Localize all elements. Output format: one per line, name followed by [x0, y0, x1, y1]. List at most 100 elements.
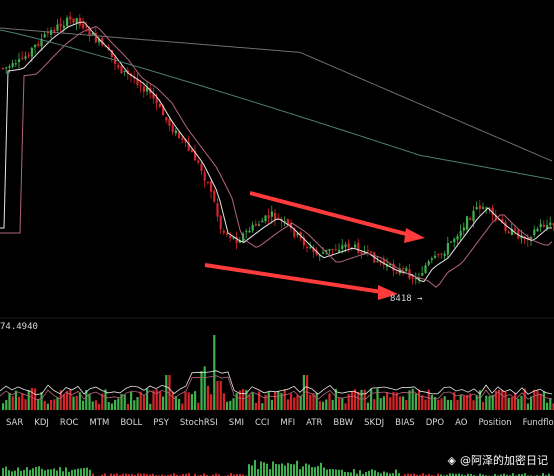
volume-bars	[2, 335, 554, 410]
low-price-value: 8418	[390, 294, 412, 304]
indicator-tab-position[interactable]: Position	[478, 418, 512, 428]
volume-bar	[117, 398, 120, 410]
macd-bar	[332, 469, 334, 476]
volume-bar	[309, 394, 312, 410]
volume-bar	[136, 397, 139, 410]
volume-bar	[475, 395, 478, 410]
candle	[27, 51, 30, 59]
volume-bar	[139, 391, 142, 410]
candle	[2, 67, 5, 70]
volume-bar	[219, 380, 222, 410]
volume-value-label: 74.4940	[0, 322, 38, 332]
volume-bar	[536, 390, 539, 410]
macd-bar	[458, 473, 460, 476]
volume-bar	[123, 394, 126, 410]
candle	[443, 251, 446, 260]
volume-bar	[78, 392, 81, 410]
candle	[322, 246, 325, 255]
macd-bar	[146, 474, 148, 476]
volume-bar	[421, 395, 424, 410]
macd-bar	[47, 469, 49, 476]
candle	[334, 244, 337, 251]
candle	[248, 227, 251, 233]
indicator-tab-ao[interactable]: AO	[455, 418, 468, 428]
indicator-tab-bar: SAR KDJ ROC MTM BOLL PSY StochRSI SMI CCI MFI ATR B…	[0, 414, 554, 432]
volume-bar	[104, 389, 107, 410]
candle	[482, 202, 485, 210]
volume-bar	[440, 398, 443, 410]
macd-bar	[215, 473, 217, 476]
volume-bar	[245, 389, 248, 410]
candle	[459, 224, 462, 242]
macd-bar	[494, 473, 496, 476]
macd-bar	[50, 469, 52, 476]
indicator-tab-atr[interactable]: ATR	[306, 418, 323, 428]
volume-bar	[494, 391, 497, 410]
macd-bar	[278, 464, 280, 476]
candle	[370, 251, 373, 255]
indicator-tab-fundflow[interactable]: Fundflow	[522, 418, 554, 428]
low-price-arrow-icon: →	[417, 294, 423, 304]
macd-bar	[14, 470, 16, 476]
candle	[427, 259, 430, 267]
volume-bar	[424, 399, 427, 410]
macd-bar	[113, 474, 115, 476]
volume-bar	[18, 396, 21, 410]
indicator-tab-dpo[interactable]: DPO	[425, 418, 445, 428]
candle	[507, 230, 510, 235]
candle	[91, 32, 94, 35]
volume-bar	[501, 389, 504, 410]
volume-bar	[184, 391, 187, 410]
macd-bar	[119, 474, 121, 476]
candle	[117, 62, 120, 70]
volume-bar	[72, 396, 75, 410]
indicator-tab-skdj[interactable]: SKDJ	[364, 418, 385, 428]
macd-bar	[542, 473, 544, 476]
volume-bar	[526, 403, 529, 410]
macd-bar	[104, 473, 106, 476]
indicator-tab-sar[interactable]: SAR	[6, 418, 24, 428]
macd-bar	[275, 463, 277, 476]
macd-bar	[455, 473, 457, 476]
macd-bar	[80, 468, 82, 476]
volume-bar	[270, 399, 273, 410]
candle	[181, 135, 184, 144]
indicator-tab-mtm[interactable]: MTM	[89, 418, 110, 428]
macd-bar	[254, 460, 256, 476]
volume-bar	[126, 403, 129, 410]
volume-bar	[149, 403, 152, 410]
indicator-tab-cci[interactable]: CCI	[254, 418, 270, 428]
candle	[11, 59, 14, 69]
macd-bar	[101, 474, 103, 476]
lower-trend-arrow	[204, 263, 383, 294]
volume-bar	[37, 399, 40, 410]
indicator-tab-boll[interactable]: BOLL	[120, 418, 143, 428]
indicator-tab-kdj[interactable]: KDJ	[34, 418, 49, 428]
volume-bar	[322, 401, 325, 410]
volume-bar	[155, 389, 158, 410]
candle	[21, 50, 24, 61]
candle	[174, 128, 177, 137]
macd-bar	[338, 469, 340, 476]
macd-bar	[335, 469, 337, 476]
indicator-tab-bias[interactable]: BIAS	[395, 418, 415, 428]
indicator-tab-roc[interactable]: ROC	[59, 418, 79, 428]
macd-bar	[260, 461, 262, 476]
volume-bar	[98, 403, 101, 410]
macd-bar	[383, 471, 385, 476]
macd-bar	[344, 471, 346, 476]
macd-bar	[233, 474, 235, 476]
candle	[146, 80, 149, 96]
volume-bar	[200, 370, 203, 410]
macd-bar	[200, 474, 202, 476]
indicator-tab-bbw[interactable]: BBW	[333, 418, 354, 428]
candle	[296, 232, 299, 238]
indicator-tab-mfi[interactable]: MFI	[280, 418, 296, 428]
candle	[264, 214, 267, 224]
volume-bar	[443, 396, 446, 410]
indicator-tab-psy[interactable]: PSY	[153, 418, 169, 428]
indicator-tab-stochrsi[interactable]: StochRSI	[179, 418, 218, 428]
indicator-tab-smi[interactable]: SMI	[228, 418, 244, 428]
volume-bar	[446, 399, 449, 410]
